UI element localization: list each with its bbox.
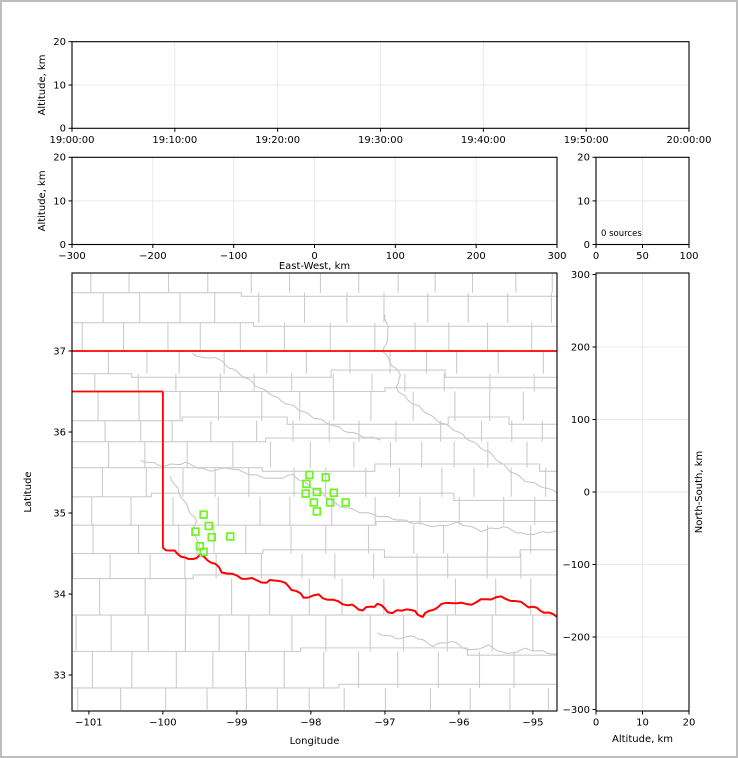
tick-label: 200 xyxy=(571,342,590,353)
tick-label: 0 xyxy=(584,240,590,251)
tick-label: 33 xyxy=(53,670,66,681)
county-boundary-line xyxy=(72,292,557,297)
lma-station-marker xyxy=(321,473,330,482)
tick-label: 10 xyxy=(636,718,649,729)
tick-label: 20 xyxy=(53,37,66,48)
lma-station-marker xyxy=(305,470,314,480)
river-line xyxy=(377,632,557,655)
axis-label: North-South, km xyxy=(694,451,705,534)
tick-label: 20 xyxy=(683,718,696,729)
tick-label: 20:00:00 xyxy=(667,135,712,146)
tick-label: 19:10:00 xyxy=(152,135,197,146)
county-boundary-line xyxy=(72,322,557,327)
tick-label: −200 xyxy=(139,251,166,262)
tick-label: 200 xyxy=(467,251,486,262)
county-boundary-line xyxy=(72,574,557,580)
tick-label: 100 xyxy=(679,251,698,262)
tick-label: 20 xyxy=(577,153,590,164)
lma-station-marker xyxy=(302,479,311,489)
tick-label: 300 xyxy=(571,270,590,281)
river-line xyxy=(192,352,382,441)
lma-station-marker xyxy=(329,488,339,498)
county-boundary-line xyxy=(72,683,557,689)
tick-label: 10 xyxy=(577,196,590,207)
tick-label: 0 xyxy=(60,240,66,251)
lma-station-marker xyxy=(301,489,310,498)
county-boundary-line xyxy=(72,416,557,425)
lma-station-marker xyxy=(199,547,208,557)
axis-label: Longitude xyxy=(290,736,340,747)
red-river-border-line xyxy=(162,547,557,619)
axis-label: East-West, km xyxy=(279,261,350,272)
tick-label: 20 xyxy=(53,153,66,164)
river-line xyxy=(140,459,557,536)
map-panel xyxy=(71,272,558,712)
map-content xyxy=(72,273,557,710)
tick-label: −95 xyxy=(522,718,543,729)
county-boundary-line xyxy=(72,463,557,472)
tick-label: 0 xyxy=(60,124,66,135)
lma-station-marker xyxy=(309,498,319,507)
tick-label: −99 xyxy=(226,718,247,729)
lma-station-marker xyxy=(312,507,322,516)
axis-label: Altitude, km xyxy=(37,55,48,116)
county-boundary-line xyxy=(72,437,557,443)
tick-label: −100 xyxy=(220,251,247,262)
tick-label: 19:00:00 xyxy=(50,135,95,146)
tick-label: 0 xyxy=(593,718,599,729)
lma-station-marker xyxy=(341,498,350,507)
river-line xyxy=(381,314,557,494)
lma-station-marker xyxy=(207,533,216,542)
county-boundary-line xyxy=(72,369,557,378)
tick-label: 35 xyxy=(53,508,66,519)
county-boundary-line xyxy=(72,647,557,656)
tick-label: 0 xyxy=(311,251,317,262)
tick-label: 34 xyxy=(53,589,66,600)
tick-label: 19:20:00 xyxy=(255,135,300,146)
tick-label: 0 xyxy=(593,251,599,262)
tick-label: 19:30:00 xyxy=(358,135,403,146)
tick-label: 19:50:00 xyxy=(564,135,609,146)
tick-label: −98 xyxy=(300,718,321,729)
tick-label: −101 xyxy=(75,718,102,729)
county-boundary-line xyxy=(72,549,557,558)
axis-label: Altitude, km xyxy=(37,170,48,231)
lma-station-marker xyxy=(312,487,322,497)
axis-label: Latitude xyxy=(23,471,34,512)
tick-label: −200 xyxy=(563,632,590,643)
tick-label: 50 xyxy=(636,251,649,262)
lma-station-marker xyxy=(325,498,335,507)
county-boundary-line xyxy=(72,387,557,393)
tick-label: −300 xyxy=(58,251,85,262)
river-line xyxy=(169,476,206,559)
tick-label: 10 xyxy=(53,80,66,91)
tick-label: 300 xyxy=(547,251,566,262)
tick-label: −100 xyxy=(149,718,176,729)
tick-label: −97 xyxy=(374,718,395,729)
lma-station-marker xyxy=(225,532,235,541)
axis-label: Altitude, km xyxy=(612,734,673,745)
lma-station-marker xyxy=(199,510,208,519)
tick-label: −96 xyxy=(448,718,469,729)
tick-label: 36 xyxy=(53,427,66,438)
county-boundary-line xyxy=(72,520,557,526)
tick-label: 10 xyxy=(53,196,66,207)
county-boundary-line xyxy=(72,492,557,501)
tick-label: −300 xyxy=(563,705,590,716)
lma-station-marker xyxy=(191,527,200,536)
source-count-annotation: 0 sources xyxy=(601,229,642,239)
lma-station-marker xyxy=(204,521,214,531)
tick-label: 19:40:00 xyxy=(461,135,506,146)
tick-label: −100 xyxy=(563,560,590,571)
tick-label: 0 xyxy=(584,487,590,498)
tick-label: 100 xyxy=(571,415,590,426)
tick-label: 37 xyxy=(53,346,66,357)
tick-label: 100 xyxy=(386,251,405,262)
